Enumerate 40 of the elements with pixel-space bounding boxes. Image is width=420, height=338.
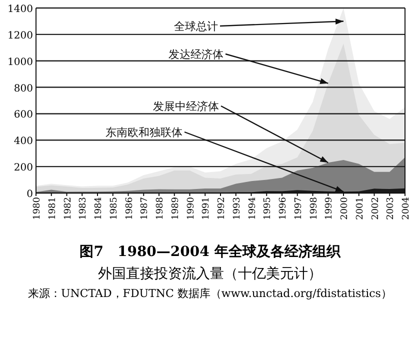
text: 图7 1980—2004 年全球及各经济组织 xyxy=(80,243,342,260)
x-tick-label: 1994 xyxy=(248,196,258,220)
x-tick-label: 1996 xyxy=(278,196,288,220)
x-tick-label: 1998 xyxy=(309,196,320,220)
y-tick-label: 1200 xyxy=(8,30,33,42)
x-tick-label: 1992 xyxy=(217,197,227,220)
y-tick-label: 1000 xyxy=(8,56,33,68)
x-tick-label: 2002 xyxy=(370,197,381,220)
x-tick-label: 2000 xyxy=(340,196,350,220)
annotation: 全球总计 xyxy=(174,20,218,33)
x-tick-label: 1985 xyxy=(109,196,120,220)
x-tick-label: 1980 xyxy=(32,196,42,220)
x-tick-label: 2001 xyxy=(355,197,366,220)
text: 外国直接投资流入量（十亿美元计） xyxy=(98,266,322,282)
x-tick-label: 1987 xyxy=(140,196,150,220)
x-tick-label: 1991 xyxy=(202,197,212,220)
x-tick-label: 1983 xyxy=(78,196,89,220)
source-note: 来源：UNCTAD，FDUTNC 数据库（www.unctad.org/fdistatistics） xyxy=(27,286,393,301)
y-tick-label: 600 xyxy=(14,110,33,121)
x-tick-label: 1986 xyxy=(124,196,135,220)
annotation: 东南欧和独联体 xyxy=(106,126,182,139)
x-tick-label: 2004 xyxy=(402,196,412,220)
y-tick-label: 800 xyxy=(14,83,33,94)
x-tick-label: 1988 xyxy=(156,196,166,220)
x-tick-label: 1993 xyxy=(232,196,242,220)
x-tick-label: 1981 xyxy=(48,197,58,220)
x-tick-label: 1982 xyxy=(63,197,74,220)
x-tick-label: 1984 xyxy=(94,196,104,220)
x-tick-label: 1999 xyxy=(324,196,335,220)
x-tick-label: 1997 xyxy=(294,196,304,220)
annotation: 发达经济体 xyxy=(168,48,224,61)
x-tick-label: 1989 xyxy=(170,196,181,220)
y-tick-label: 0 xyxy=(26,189,33,200)
x-tick-label: 2003 xyxy=(386,196,396,220)
y-tick-label: 400 xyxy=(14,136,33,148)
y-tick-label: 1400 xyxy=(8,4,33,15)
y-tick-label: 200 xyxy=(14,162,33,174)
annotation: 发展中经济体 xyxy=(153,100,219,113)
x-tick-label: 1995 xyxy=(263,196,274,220)
x-tick-label: 1990 xyxy=(186,196,196,220)
